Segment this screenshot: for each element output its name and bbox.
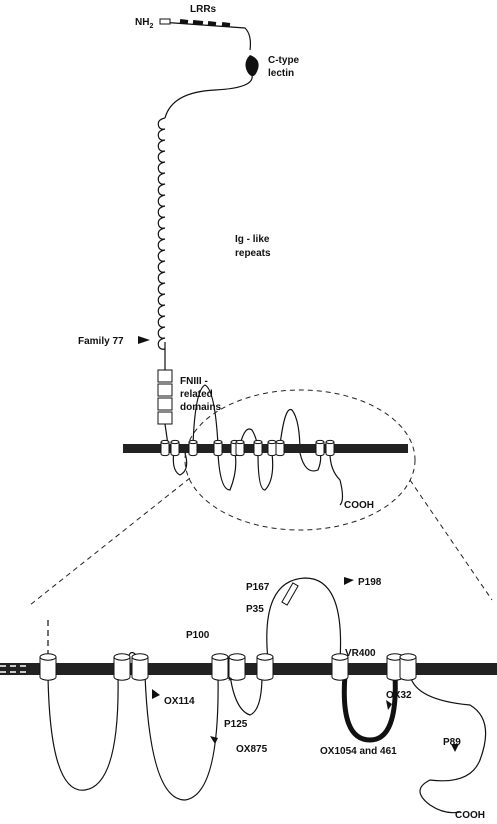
label: Family 77 <box>78 336 124 347</box>
helix <box>132 654 148 680</box>
helix <box>400 654 416 680</box>
fniii-domain <box>158 384 172 396</box>
label: COOH <box>344 500 374 511</box>
chain <box>160 22 250 50</box>
helix <box>212 654 228 680</box>
cylinders <box>40 440 416 680</box>
helix <box>326 440 334 455</box>
label: OX875 <box>236 744 268 755</box>
fniii-domain <box>158 412 172 424</box>
label: NH2 <box>135 17 153 30</box>
label: P89 <box>443 737 461 748</box>
shapes <box>0 19 497 813</box>
helix <box>114 654 130 680</box>
label: COOH <box>455 810 485 821</box>
label: repeats <box>235 248 271 259</box>
chain <box>165 75 252 118</box>
helix <box>40 654 56 680</box>
helix <box>236 440 244 455</box>
label: LRRs <box>190 4 217 15</box>
label: 2 <box>149 23 153 30</box>
ig-repeats <box>158 118 165 349</box>
label: VR400 <box>345 648 376 659</box>
label: P167 <box>246 582 270 593</box>
diagram: NH2 LRRs C-type lectin Ig - like repeats… <box>0 0 497 824</box>
epitope <box>282 583 298 605</box>
label: P125 <box>224 719 248 730</box>
nh2-box <box>160 19 170 24</box>
fniii-domain <box>158 398 172 410</box>
label: OX114 <box>164 696 195 707</box>
label: Ig - like <box>235 234 270 245</box>
label: related <box>180 389 213 400</box>
helix <box>189 440 197 455</box>
helix <box>254 440 262 455</box>
membrane <box>0 663 497 675</box>
detail-loops <box>48 578 341 800</box>
helix <box>171 440 179 455</box>
label: * <box>228 676 232 687</box>
label: P35 <box>246 604 264 615</box>
helix <box>316 440 324 455</box>
label: OX1054 and 461 <box>320 746 397 757</box>
helix <box>268 440 276 455</box>
label: NH <box>135 17 149 28</box>
label: OX32 <box>386 690 412 701</box>
lectin-domain <box>245 55 258 76</box>
label: FNIII - <box>180 376 208 387</box>
helix <box>214 440 222 455</box>
label: P100 <box>186 630 210 641</box>
arrow <box>138 336 150 344</box>
label: C-type <box>268 55 300 66</box>
fniii-domain <box>158 370 172 382</box>
label: P198 <box>358 577 382 588</box>
helix <box>161 440 169 455</box>
label: lectin <box>268 68 294 79</box>
label: domains <box>180 402 222 413</box>
helix <box>257 654 273 680</box>
helix <box>276 440 284 455</box>
